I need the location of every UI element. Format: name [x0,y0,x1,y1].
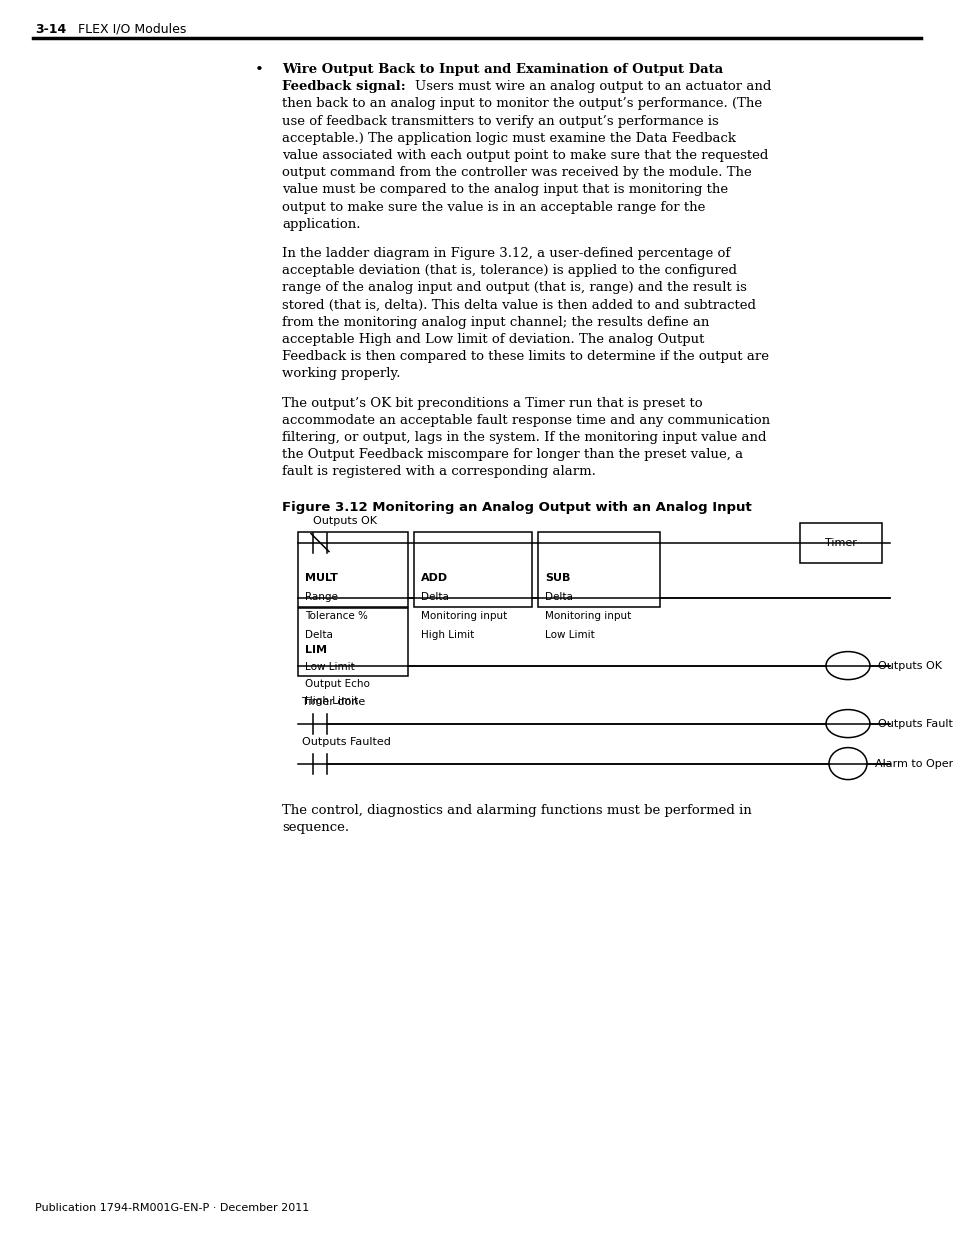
Text: Alarm to Operator: Alarm to Operator [874,758,953,768]
Text: Delta: Delta [305,630,333,640]
Bar [297,531,408,606]
Text: Outputs Faulted: Outputs Faulted [877,719,953,729]
Text: The control, diagnostics and alarming functions must be performed in: The control, diagnostics and alarming fu… [282,804,751,816]
Text: value must be compared to the analog input that is monitoring the: value must be compared to the analog inp… [282,184,727,196]
Text: Range: Range [305,593,337,603]
Text: acceptable High and Low limit of deviation. The analog Output: acceptable High and Low limit of deviati… [282,333,703,346]
Text: then back to an analog input to monitor the output’s performance. (The: then back to an analog input to monitor … [282,98,761,110]
Text: use of feedback transmitters to verify an output’s performance is: use of feedback transmitters to verify a… [282,115,718,127]
Bar [800,522,882,563]
Bar [537,531,659,606]
Text: High Limit: High Limit [305,697,358,706]
Text: fault is registered with a corresponding alarm.: fault is registered with a corresponding… [282,466,596,478]
Text: MULT: MULT [305,573,337,583]
Text: acceptable deviation (that is, tolerance) is applied to the configured: acceptable deviation (that is, tolerance… [282,264,737,277]
Text: stored (that is, delta). This delta value is then added to and subtracted: stored (that is, delta). This delta valu… [282,299,755,311]
Text: working properly.: working properly. [282,367,400,380]
Text: •: • [254,63,264,77]
Text: Outputs OK: Outputs OK [877,661,941,671]
Text: output to make sure the value is in an acceptable range for the: output to make sure the value is in an a… [282,200,704,214]
Text: Feedback signal:: Feedback signal: [282,80,405,93]
Text: sequence.: sequence. [282,821,349,834]
Text: FLEX I/O Modules: FLEX I/O Modules [78,23,186,36]
Text: range of the analog input and output (that is, range) and the result is: range of the analog input and output (th… [282,282,746,294]
Text: Publication 1794-RM001G-EN-P · December 2011: Publication 1794-RM001G-EN-P · December … [35,1203,309,1213]
Bar [297,608,408,676]
Text: High Limit: High Limit [420,630,474,640]
Text: Outputs OK: Outputs OK [313,515,376,526]
Text: ADD: ADD [420,573,448,583]
Text: Timer done: Timer done [302,697,365,706]
Text: In the ladder diagram in Figure 3.12, a user-defined percentage of: In the ladder diagram in Figure 3.12, a … [282,247,729,261]
Text: filtering, or output, lags in the system. If the monitoring input value and: filtering, or output, lags in the system… [282,431,765,445]
Text: Monitoring input: Monitoring input [420,611,507,621]
Text: Delta: Delta [420,593,449,603]
Text: value associated with each output point to make sure that the requested: value associated with each output point … [282,149,767,162]
Text: Figure 3.12 Monitoring an Analog Output with an Analog Input: Figure 3.12 Monitoring an Analog Output … [282,500,751,514]
Text: 3-14: 3-14 [35,23,66,36]
Text: the Output Feedback miscompare for longer than the preset value, a: the Output Feedback miscompare for longe… [282,448,742,461]
Text: output command from the controller was received by the module. The: output command from the controller was r… [282,167,751,179]
Text: The output’s OK bit preconditions a Timer run that is preset to: The output’s OK bit preconditions a Time… [282,396,702,410]
Text: Feedback is then compared to these limits to determine if the output are: Feedback is then compared to these limit… [282,351,768,363]
Text: acceptable.) The application logic must examine the Data Feedback: acceptable.) The application logic must … [282,132,735,144]
Text: Delta: Delta [544,593,572,603]
Text: Low Limit: Low Limit [544,630,594,640]
Text: Outputs Faulted: Outputs Faulted [302,736,391,747]
Text: accommodate an acceptable fault response time and any communication: accommodate an acceptable fault response… [282,414,769,427]
Text: Timer: Timer [824,537,856,547]
Bar [414,531,532,606]
Text: Tolerance %: Tolerance % [305,611,368,621]
Text: Monitoring input: Monitoring input [544,611,631,621]
Text: Output Echo: Output Echo [305,679,370,689]
Text: Wire Output Back to Input and Examination of Output Data: Wire Output Back to Input and Examinatio… [282,63,722,77]
Text: SUB: SUB [544,573,570,583]
Text: LIM: LIM [305,646,327,656]
Text: Users must wire an analog output to an actuator and: Users must wire an analog output to an a… [415,80,771,93]
Text: application.: application. [282,217,360,231]
Text: from the monitoring analog input channel; the results define an: from the monitoring analog input channel… [282,316,709,329]
Text: Low Limit: Low Limit [305,662,355,672]
